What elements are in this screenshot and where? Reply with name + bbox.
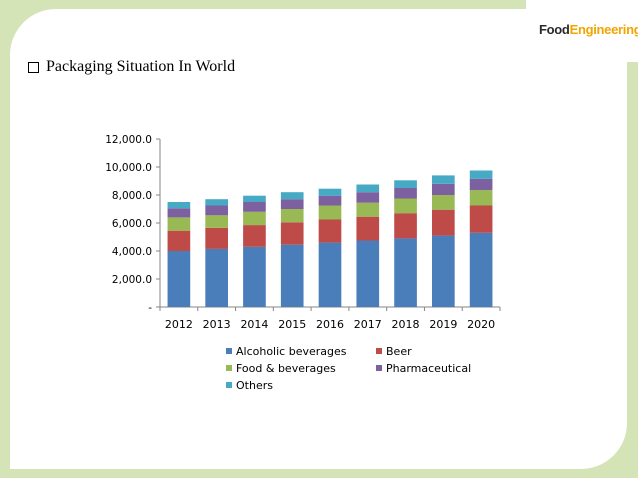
legend-swatch xyxy=(226,365,232,371)
bar-segment xyxy=(167,230,191,251)
y-tick-label: 2,000.0 xyxy=(112,274,152,286)
bar-segment xyxy=(356,216,380,241)
y-tick-label: - xyxy=(148,302,152,314)
bar-segment xyxy=(469,170,493,179)
chart-legend: Alcoholic beverages Beer Food & beverages P… xyxy=(226,343,486,393)
bar-segment xyxy=(205,227,228,249)
bar-segment xyxy=(243,195,266,202)
bar-segment xyxy=(280,209,304,223)
bar-segment xyxy=(318,242,342,307)
x-tick-label: 2014 xyxy=(240,318,268,331)
bar-segment xyxy=(469,232,493,307)
bar-segment xyxy=(167,251,191,307)
x-tick-label: 2019 xyxy=(429,318,457,331)
legend-label: Alcoholic beverages xyxy=(236,344,347,358)
legend-item: Alcoholic beverages xyxy=(226,343,376,359)
logo-text-food: Food xyxy=(539,22,570,37)
bar-segment xyxy=(394,213,417,239)
bar-segment xyxy=(432,175,455,184)
legend-label: Beer xyxy=(386,344,412,358)
y-tick-label: 10,000.0 xyxy=(105,162,152,174)
bar-segment xyxy=(205,248,228,307)
x-tick-label: 2012 xyxy=(165,318,193,331)
legend-item: Beer xyxy=(376,343,486,359)
x-tick-label: 2018 xyxy=(392,318,420,331)
legend-item: Food & beverages xyxy=(226,360,376,376)
legend-swatch xyxy=(376,365,382,371)
bar-segment xyxy=(318,205,342,220)
bar-segment xyxy=(318,195,342,206)
x-tick-label: 2016 xyxy=(316,318,344,331)
bar-segment xyxy=(356,240,380,307)
y-tick-label: 6,000.0 xyxy=(112,218,152,230)
legend-swatch xyxy=(376,348,382,354)
bar-segment xyxy=(469,178,493,191)
bar-segment xyxy=(394,238,417,307)
slide-panel xyxy=(10,9,627,469)
bar-segment xyxy=(394,198,417,214)
bar-segment xyxy=(394,188,417,199)
bar-segment xyxy=(356,192,380,203)
bar-segment xyxy=(243,246,266,307)
bar-segment xyxy=(469,205,493,233)
bar-segment xyxy=(243,211,266,226)
food-engineering-logo: FoodEngineering xyxy=(539,22,638,37)
y-tick-label: 8,000.0 xyxy=(112,190,152,202)
legend-swatch xyxy=(226,348,232,354)
bar-segment xyxy=(243,202,266,212)
bar-segment xyxy=(318,188,342,196)
bar-segment xyxy=(280,244,304,307)
bar-segment xyxy=(205,215,228,228)
y-tick-label: 12,000.0 xyxy=(105,134,152,146)
x-tick-label: 2015 xyxy=(278,318,306,331)
x-tick-label: 2017 xyxy=(354,318,382,331)
bar-segment xyxy=(469,190,493,206)
x-tick-label: 2020 xyxy=(467,318,495,331)
bar-segment xyxy=(243,225,266,247)
bar-segment xyxy=(318,219,342,243)
bar-segment xyxy=(432,209,455,236)
bar-segment xyxy=(205,205,228,216)
bar-segment xyxy=(432,183,455,195)
checkbox-bullet-icon xyxy=(28,61,39,73)
bar-segment xyxy=(432,195,455,210)
bar-segment xyxy=(394,180,417,188)
bar-segment xyxy=(280,192,304,200)
x-tick-label: 2013 xyxy=(203,318,231,331)
bar-segment xyxy=(167,217,191,231)
bar-segment xyxy=(205,199,228,206)
legend-label: Food & beverages xyxy=(236,361,336,375)
y-tick-label: 4,000.0 xyxy=(112,246,152,258)
legend-item: Pharmaceutical xyxy=(376,360,486,376)
bar-segment xyxy=(356,184,380,193)
bar-segment xyxy=(432,235,455,307)
bar-segment xyxy=(167,208,191,218)
logo-text-engineering: Engineering xyxy=(569,22,638,37)
legend-item: Others xyxy=(226,377,376,393)
legend-label: Others xyxy=(236,378,273,392)
bar-segment xyxy=(167,202,191,209)
slide-title: Packaging Situation In World xyxy=(46,58,236,75)
bar-segment xyxy=(280,222,304,245)
bar-segment xyxy=(280,199,304,209)
bar-segment xyxy=(356,202,380,217)
legend-label: Pharmaceutical xyxy=(386,361,472,375)
slide-title-row: Packaging Situation In World xyxy=(28,58,235,76)
legend-swatch xyxy=(226,382,232,388)
